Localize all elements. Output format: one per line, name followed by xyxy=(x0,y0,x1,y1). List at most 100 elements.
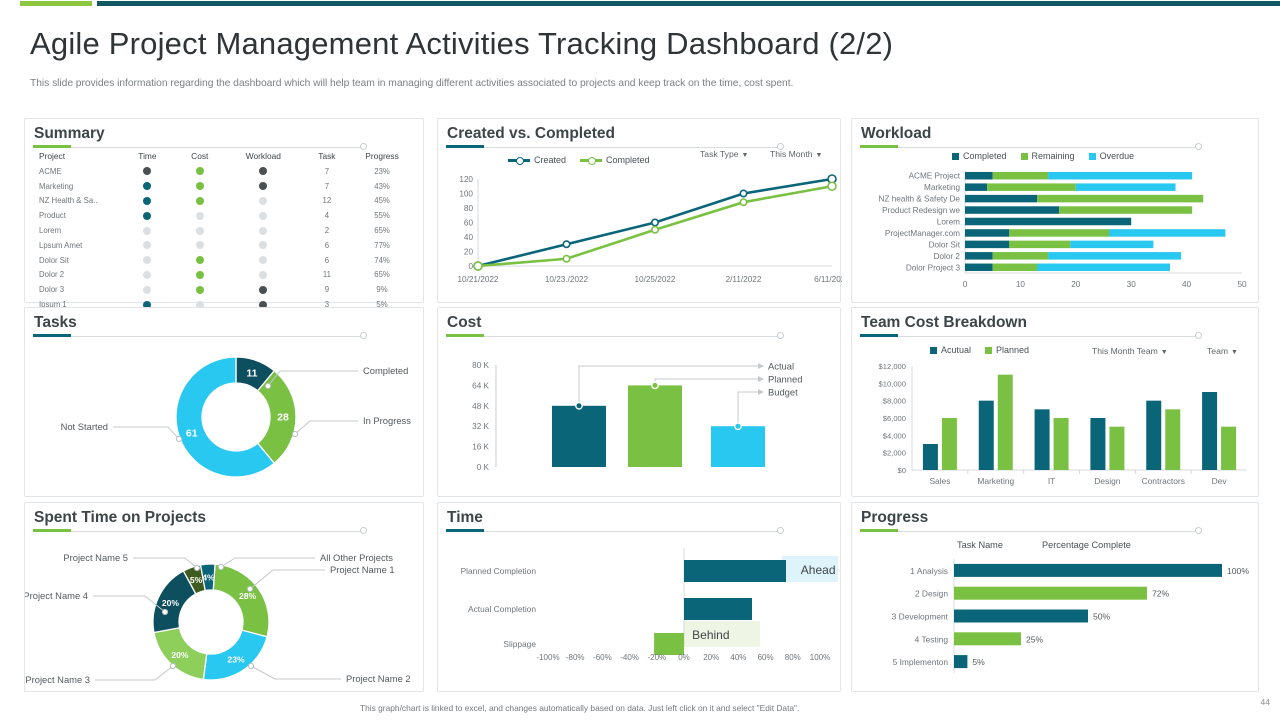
chart-workload: ACME Project Marketing NZ health & Safety … xyxy=(879,170,1247,289)
y-tick-label: 80 K xyxy=(472,361,489,370)
x-tick-label: 60% xyxy=(758,653,774,662)
x-tick-label: 10/23./2022 xyxy=(545,275,589,284)
cell-cost-status xyxy=(174,167,226,176)
bar-value-label: 72% xyxy=(1152,589,1170,599)
progress-col-header-task-name: Task Name xyxy=(957,540,1003,550)
cell-workload-status xyxy=(226,211,301,220)
bar-segment-remaining xyxy=(992,171,1049,180)
card-title-time: Time xyxy=(447,509,483,526)
callout-label-budget: Budget xyxy=(768,387,798,398)
cell-task-count: 7 xyxy=(324,166,330,176)
category-label: 2 Design xyxy=(915,589,948,599)
summary-table: Project Time Cost Workload Task Progress… xyxy=(39,151,411,312)
cell-cost-status xyxy=(174,256,226,265)
dropdown-team[interactable]: Team ▼ xyxy=(1207,346,1238,356)
leader-dot xyxy=(247,662,255,670)
dropdown-this-month[interactable]: This Month ▼ xyxy=(770,149,822,159)
table-row[interactable]: Marketing 7 43% xyxy=(39,179,411,194)
cell-workload-status xyxy=(226,167,301,176)
table-row[interactable]: Ipsum 1 3 5% xyxy=(39,297,411,312)
leader-line xyxy=(578,365,758,406)
summary-table-body: ACME 7 23% Marketing 7 43% NZ Health & Sa.. 12 4… xyxy=(39,164,411,312)
page-number: 44 xyxy=(1260,697,1270,707)
category-label: ACME Project xyxy=(909,172,961,181)
cell-progress: 43% xyxy=(374,181,390,191)
cell-task-count: 4 xyxy=(324,211,330,221)
card-rule-workload xyxy=(860,143,1202,150)
card-tasks: Tasks 11 28 61 Completed In Progress Not Star… xyxy=(24,307,424,497)
card-title-workload: Workload xyxy=(861,125,932,142)
bar-segment-remaining xyxy=(1009,229,1110,237)
x-tick-label: Dev xyxy=(1212,476,1228,486)
table-row[interactable]: Dolor Sit 6 74% xyxy=(39,253,411,268)
category-label: Actual Completion xyxy=(468,604,536,614)
leader-line xyxy=(113,426,180,440)
callout-label: Project Name 2 xyxy=(346,673,411,684)
card-rule-created xyxy=(446,143,784,150)
legend-label-actual: Acutual xyxy=(941,345,972,355)
leader-arrow xyxy=(758,363,764,369)
callout-label: Project Name 4 xyxy=(25,590,88,601)
category-label: Product Redesign we xyxy=(882,206,960,215)
table-row[interactable]: Lorem 2 65% xyxy=(39,223,411,238)
x-tick-label: 50 xyxy=(1237,280,1247,289)
cell-time-status xyxy=(121,196,173,205)
legend-item-overdue: Overdue xyxy=(1088,151,1134,161)
table-row[interactable]: Lpsum Amet 6 77% xyxy=(39,238,411,253)
table-row[interactable]: NZ Health & Sa.. 12 45% xyxy=(39,194,411,209)
chart-created-vs-completed: 0 20 40 60 80 100 120 10/21/2022 10/23./2022 10/2… xyxy=(458,174,842,284)
cell-task-count: 12 xyxy=(322,196,332,206)
cell-cost-status xyxy=(174,182,226,191)
status-dot-time xyxy=(143,270,152,279)
cell-task-count: 7 xyxy=(324,181,330,191)
col-header-workload: Workload xyxy=(245,151,281,161)
table-row[interactable]: Product 4 55% xyxy=(39,208,411,223)
legend-swatch-planned xyxy=(985,346,993,354)
status-dot-cost xyxy=(195,300,204,309)
bar-segment-completed xyxy=(965,194,1038,203)
y-tick-label: 100 xyxy=(459,190,473,199)
dropdown-team-label: Team xyxy=(1207,346,1229,356)
cell-project: Ipsum 1 xyxy=(39,300,67,310)
cell-task-count: 6 xyxy=(324,255,330,265)
leader-dot xyxy=(651,381,659,390)
cell-progress: 55% xyxy=(374,211,390,221)
x-tick-label: 30 xyxy=(1127,280,1137,289)
chart-team-cost-breakdown: $0 $2,000 $4,000 $6,000 $8,000 $10,000 $12,000… xyxy=(879,362,1247,486)
bar-segment-completed xyxy=(965,252,993,260)
cell-progress: 65% xyxy=(374,226,390,236)
legend-item-actual: Acutual xyxy=(930,345,971,355)
x-tick-label: 40% xyxy=(730,653,746,662)
y-tick-label: $0 xyxy=(898,466,906,475)
bar-segment-completed xyxy=(965,240,1010,249)
table-row[interactable]: Dolor 3 9 9% xyxy=(39,282,411,297)
cell-cost-status xyxy=(174,211,226,220)
x-tick-label: -40% xyxy=(620,653,639,662)
bar-progress xyxy=(954,586,1147,600)
y-tick-label: 0 K xyxy=(477,463,490,472)
category-label: 4 Testing xyxy=(915,634,949,644)
x-tick-label: Design xyxy=(1094,476,1120,486)
status-dot-cost xyxy=(195,196,204,205)
card-rule-time xyxy=(446,527,784,534)
slice-value-label: 5% xyxy=(190,575,203,585)
category-label: Dolor Sit xyxy=(929,240,961,249)
dropdown-this-month-team[interactable]: This Month Team ▼ xyxy=(1092,346,1168,356)
col-header-project: Project xyxy=(39,151,66,161)
card-rule-summary xyxy=(33,143,367,150)
bar-slippage xyxy=(654,633,684,655)
slice-value-label: 23% xyxy=(227,655,245,665)
table-row[interactable]: Dolor 2 11 65% xyxy=(39,268,411,283)
bar-segment-overdue xyxy=(1037,263,1170,272)
accent-bar-green xyxy=(20,1,92,6)
rule-end-dot xyxy=(360,527,367,534)
bar-segment-completed xyxy=(965,171,993,180)
card-workload: Workload Completed Remaining Overdue ACM… xyxy=(851,118,1259,303)
legend-label-remaining: Remaining xyxy=(1031,151,1075,161)
leader-arrow xyxy=(758,376,764,382)
bar-segment-remaining xyxy=(1009,240,1071,249)
table-row[interactable]: ACME 7 23% xyxy=(39,164,411,179)
leader-line xyxy=(250,665,341,680)
dropdown-task-type[interactable]: Task Type ▼ xyxy=(700,149,748,159)
chevron-down-icon: ▼ xyxy=(815,152,823,159)
